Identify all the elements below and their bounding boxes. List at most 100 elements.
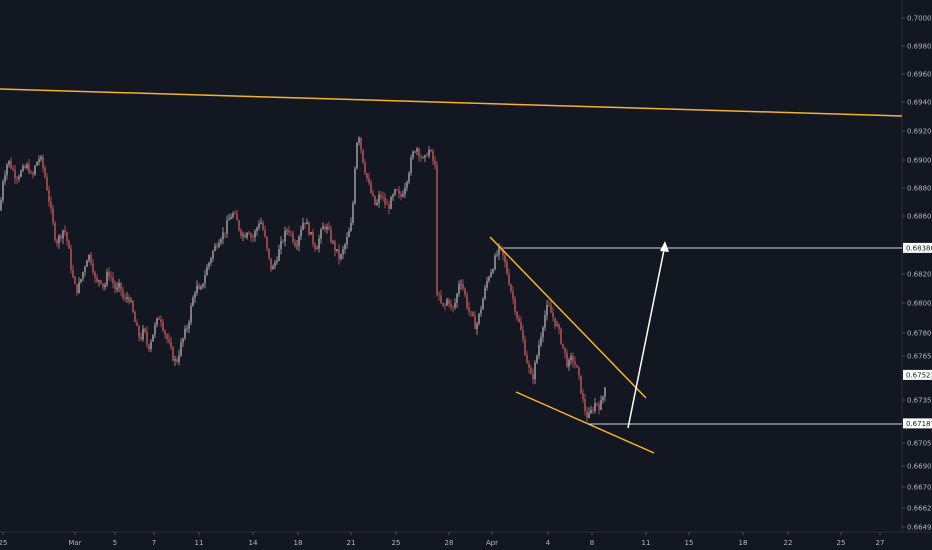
- candle-down: [290, 232, 292, 234]
- candle-up: [412, 151, 414, 158]
- candle-up: [190, 306, 192, 323]
- candle-up: [296, 245, 298, 247]
- candle-down: [162, 322, 164, 331]
- candle-up: [354, 168, 356, 204]
- candle-up: [116, 287, 118, 290]
- candle-down: [572, 356, 574, 362]
- candle-down: [114, 283, 116, 290]
- candle-down: [444, 305, 446, 306]
- candle-up: [210, 258, 212, 263]
- candle-up: [2, 181, 4, 201]
- candle-up: [80, 279, 82, 282]
- candle-up: [182, 338, 184, 343]
- x-tick-label: 27: [876, 539, 885, 547]
- candle-down: [294, 242, 296, 247]
- candle-down: [76, 284, 78, 293]
- candle-down: [452, 306, 454, 308]
- candle-up: [180, 342, 182, 356]
- candle-up: [286, 230, 288, 232]
- candle-down: [550, 305, 552, 313]
- candle-up: [302, 222, 304, 230]
- candle-up: [538, 345, 540, 356]
- candle-down: [240, 229, 242, 236]
- candle-down: [30, 172, 32, 174]
- candle-down: [576, 364, 578, 368]
- candle-up: [38, 159, 40, 162]
- candle-up: [588, 412, 590, 418]
- candle-down: [548, 305, 550, 306]
- candle-down: [100, 280, 102, 284]
- candle-down: [50, 201, 52, 209]
- candle-up: [8, 160, 10, 165]
- candle-up: [454, 303, 456, 308]
- candle-up: [556, 324, 558, 326]
- candle-down: [504, 255, 506, 263]
- candle-up: [200, 286, 202, 289]
- candle-down: [52, 208, 54, 223]
- candle-up: [318, 238, 320, 249]
- candle-up: [82, 271, 84, 280]
- candle-up: [378, 194, 380, 203]
- candle-down: [330, 229, 332, 242]
- candle-up: [480, 309, 482, 314]
- candle-up: [222, 232, 224, 240]
- candle-up: [196, 285, 198, 294]
- candle-up: [20, 170, 22, 177]
- candle-down: [584, 399, 586, 412]
- candle-down: [16, 178, 18, 180]
- candle-up: [278, 249, 280, 261]
- candle-up: [594, 403, 596, 411]
- candle-up: [310, 232, 312, 235]
- x-tick-label: 7: [152, 539, 156, 547]
- candle-down: [282, 240, 284, 242]
- candle-up: [358, 137, 360, 143]
- candle-up: [428, 149, 430, 156]
- candle-down: [270, 258, 272, 270]
- candle-up: [458, 284, 460, 294]
- x-tick-label: 28: [445, 539, 454, 547]
- x-tick-label: 25: [392, 539, 401, 547]
- x-tick-label: 8: [590, 539, 594, 547]
- candle-down: [514, 298, 516, 312]
- candle-up: [86, 260, 88, 267]
- candle-up: [570, 356, 572, 360]
- candle-up: [394, 189, 396, 195]
- candle-down: [158, 318, 160, 320]
- x-tick-label: 18: [294, 539, 303, 547]
- candle-up: [22, 166, 24, 171]
- candle-up: [284, 230, 286, 242]
- candle-down: [262, 222, 264, 230]
- candle-up: [142, 328, 144, 340]
- candle-down: [396, 189, 398, 191]
- candle-up: [316, 248, 318, 250]
- x-tick-label: 5: [113, 539, 117, 547]
- candle-down: [124, 298, 126, 299]
- candle-down: [164, 330, 166, 335]
- candle-down: [432, 151, 434, 161]
- candle-up: [494, 255, 496, 270]
- candle-up: [26, 164, 28, 168]
- candle-up: [492, 269, 494, 273]
- candle-down: [28, 164, 30, 173]
- candle-down: [122, 290, 124, 299]
- candle-down: [144, 328, 146, 332]
- candle-down: [532, 373, 534, 380]
- candle-up: [332, 241, 334, 243]
- candle-down: [146, 331, 148, 345]
- candle-up: [0, 200, 2, 211]
- candle-up: [414, 151, 416, 153]
- candle-up: [202, 283, 204, 287]
- candle-down: [430, 149, 432, 152]
- x-tick-label: Mar: [68, 539, 81, 547]
- candle-down: [60, 235, 62, 239]
- candle-down: [70, 248, 72, 270]
- candle-up: [416, 148, 418, 152]
- wedge-lower-line: [515, 391, 655, 454]
- candle-down: [530, 367, 532, 374]
- candle-down: [264, 229, 266, 237]
- candle-down: [426, 155, 428, 156]
